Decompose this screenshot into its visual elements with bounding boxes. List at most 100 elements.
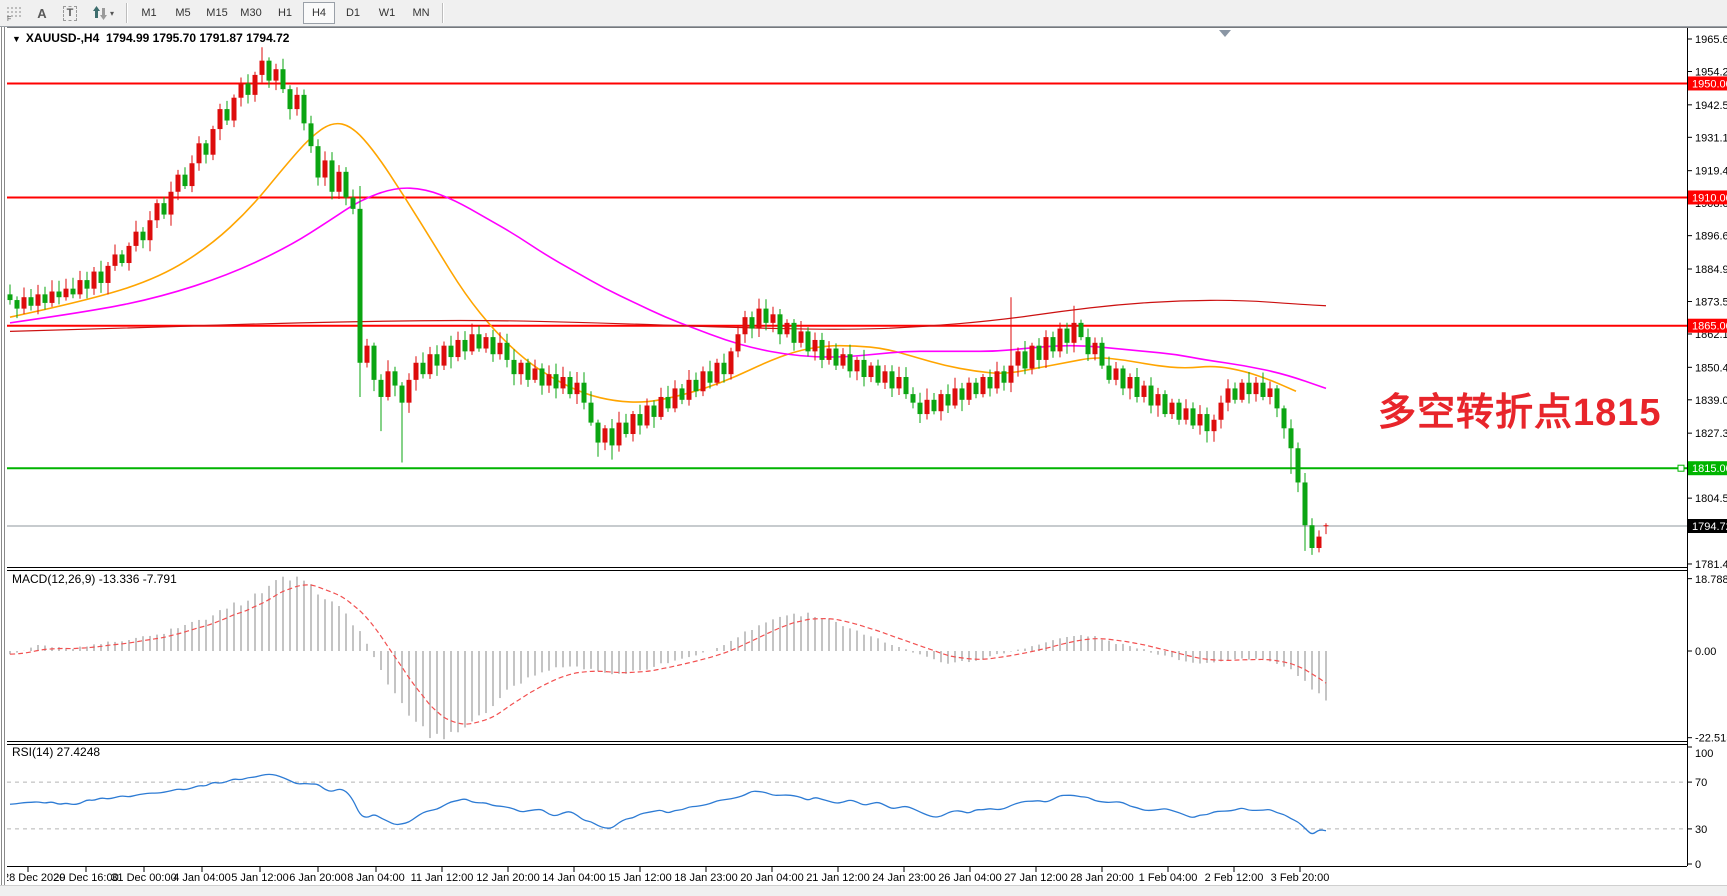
time-tick-label: 27 Jan 12:00 <box>1004 872 1068 884</box>
time-tick-label: 2 Feb 12:00 <box>1205 872 1264 884</box>
rsi-axis[interactable]: 100 70 30 0 <box>1687 746 1713 871</box>
rsi-tick-label: 100 <box>1695 748 1713 760</box>
candle-body <box>637 414 643 426</box>
candle-body <box>952 388 958 406</box>
time-tick-label: 21 Jan 12:00 <box>806 872 870 884</box>
candle-body <box>245 83 251 95</box>
text-tool-button[interactable]: T <box>58 3 82 23</box>
candle-body <box>1036 345 1042 360</box>
chart-shift-marker[interactable] <box>1219 30 1231 37</box>
candle-body <box>1127 377 1133 389</box>
candle-body <box>651 405 657 417</box>
candle-body <box>476 334 482 349</box>
rsi-level-lines <box>7 781 1687 830</box>
candle-body <box>1316 536 1322 549</box>
candle-body <box>791 322 797 343</box>
price-flags: 1950.00 1910.00 1865.00 1815.00 1794.72 <box>1688 76 1727 534</box>
top-toolbar: F A T ▾ M1 M5 M15 M30 H1 H4 D1 W1 MN <box>0 0 1727 27</box>
candle-body <box>798 331 804 343</box>
timeframe-m1[interactable]: M1 <box>141 7 157 19</box>
candle-body <box>1071 322 1077 343</box>
candle-body <box>630 414 636 435</box>
candle-body <box>378 379 384 397</box>
chart-menu-icon[interactable]: ▼ <box>12 34 21 44</box>
price-flag-label: 1815.00 <box>1692 463 1727 475</box>
candle-body <box>273 69 279 81</box>
time-tick-label: 28 Dec 2020 <box>3 872 65 884</box>
candle-body <box>644 405 650 426</box>
timeframe-h1[interactable]: H1 <box>277 7 293 19</box>
candle-body <box>1281 408 1287 429</box>
candle-body <box>259 60 265 75</box>
chart-annotation-text[interactable]: 多空转折点1815 <box>1378 392 1662 434</box>
timeframe-h4[interactable]: H4 <box>303 2 335 24</box>
candle-body <box>623 422 629 435</box>
candle-body <box>581 382 587 403</box>
candle-body <box>343 171 349 198</box>
candle-body <box>1246 382 1252 395</box>
timeframe-mn[interactable]: MN <box>412 7 430 19</box>
candle-body <box>1001 371 1007 383</box>
candle-body <box>266 60 272 81</box>
candle-body <box>945 394 951 406</box>
arrows-tool-button[interactable]: ▾ <box>86 3 120 23</box>
candle-body <box>609 428 615 446</box>
candle-body <box>525 362 531 380</box>
timeframe-w1[interactable]: W1 <box>378 7 396 19</box>
candle-body <box>147 220 153 241</box>
time-tick-label: 8 Jan 04:00 <box>347 872 405 884</box>
price-tick-label: 1954.20 <box>1695 66 1727 78</box>
panel-separators[interactable] <box>7 567 1687 745</box>
macd-indicator-label: MACD(12,26,9) -13.336 -7.791 <box>12 572 177 586</box>
candle-body <box>175 174 181 192</box>
candle-body <box>1064 328 1070 343</box>
candle-body <box>462 339 468 352</box>
candle-body <box>238 83 244 98</box>
candle-body <box>56 291 62 298</box>
candle-body <box>1169 402 1175 415</box>
candle-body <box>1050 337 1056 352</box>
candle-body <box>315 146 321 178</box>
candle-body <box>371 345 377 380</box>
timeframe-m15[interactable]: M15 <box>206 7 228 19</box>
candle-body <box>567 377 573 395</box>
candle-body <box>1085 337 1091 355</box>
price-tick-label: 1827.30 <box>1695 428 1727 440</box>
candle-body <box>182 174 188 187</box>
candle-body <box>665 396 671 409</box>
time-tick-label: 14 Jan 04:00 <box>542 872 606 884</box>
line-anchor-handle[interactable] <box>1677 464 1685 472</box>
candle-body <box>595 422 601 443</box>
time-tick-label: 28 Jan 20:00 <box>1070 872 1134 884</box>
time-tick-label: 4 Jan 04:00 <box>173 872 231 884</box>
candle-body <box>805 331 811 352</box>
text-label-tool-button[interactable]: A <box>30 3 54 23</box>
candle-body <box>812 339 818 352</box>
candle-body <box>728 351 734 375</box>
candle-body <box>7 294 13 301</box>
timeframe-d1[interactable]: D1 <box>345 7 361 19</box>
candle-body <box>784 322 790 335</box>
candle-body <box>1302 482 1308 526</box>
price-tick-label: 1896.60 <box>1695 231 1727 243</box>
price-tick-label: 1804.50 <box>1695 493 1727 505</box>
candle-body <box>210 129 216 155</box>
candle-body <box>112 254 118 266</box>
timeframe-m30[interactable]: M30 <box>240 7 262 19</box>
candle-body <box>1204 414 1210 432</box>
candle-body <box>560 377 566 389</box>
price-tick-label: 1919.40 <box>1695 166 1727 178</box>
candle-body <box>1295 448 1301 483</box>
toolbar-separator <box>442 3 444 23</box>
fibonacci-tool-button[interactable]: F <box>2 3 26 23</box>
candle-body <box>1134 377 1140 397</box>
candle-body <box>910 394 916 403</box>
candle-body <box>546 374 552 386</box>
candle-body <box>49 291 55 303</box>
timeframe-m5[interactable]: M5 <box>175 7 191 19</box>
macd-axis[interactable]: 18.788 0.00 -22.515 <box>1687 574 1727 745</box>
macd-tick-label: 18.788 <box>1695 574 1727 586</box>
candle-body <box>322 160 328 178</box>
